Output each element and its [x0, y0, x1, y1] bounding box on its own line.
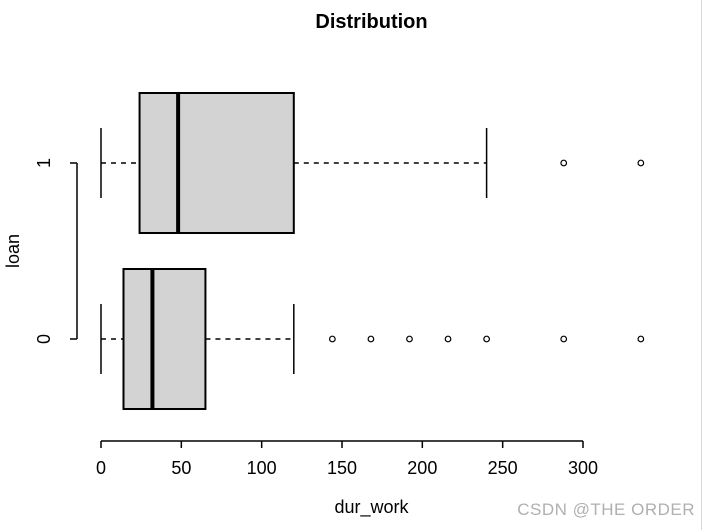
outlier-point	[560, 335, 568, 343]
x-axis-tick-label: 200	[407, 458, 437, 478]
iqr-box	[138, 92, 295, 234]
y-axis-tick-label: 1	[34, 158, 54, 168]
outlier-point	[328, 335, 336, 343]
right-edge-divider	[701, 0, 702, 530]
x-axis-tick-label: 150	[327, 458, 357, 478]
x-axis-tick-label: 50	[171, 458, 191, 478]
watermark-text: CSDN @THE ORDER	[517, 500, 695, 519]
outlier-point	[406, 335, 413, 343]
x-axis-label: dur_work	[334, 497, 409, 517]
x-axis-tick-label: 250	[488, 458, 518, 478]
chart-title: Distribution	[315, 11, 428, 33]
outlier-point	[637, 159, 645, 167]
iqr-box	[122, 268, 207, 410]
outlier-point	[637, 335, 645, 343]
outlier-point	[367, 335, 375, 343]
outlier-point	[560, 159, 568, 167]
x-axis-tick-label: 300	[568, 458, 598, 478]
outlier-point	[483, 335, 491, 343]
y-axis-tick-label: 0	[34, 334, 54, 344]
outlier-point	[444, 335, 452, 343]
y-axis-label: loan	[3, 233, 23, 269]
x-axis-tick-label: 100	[247, 458, 277, 478]
x-axis-tick-label: 0	[96, 458, 106, 478]
